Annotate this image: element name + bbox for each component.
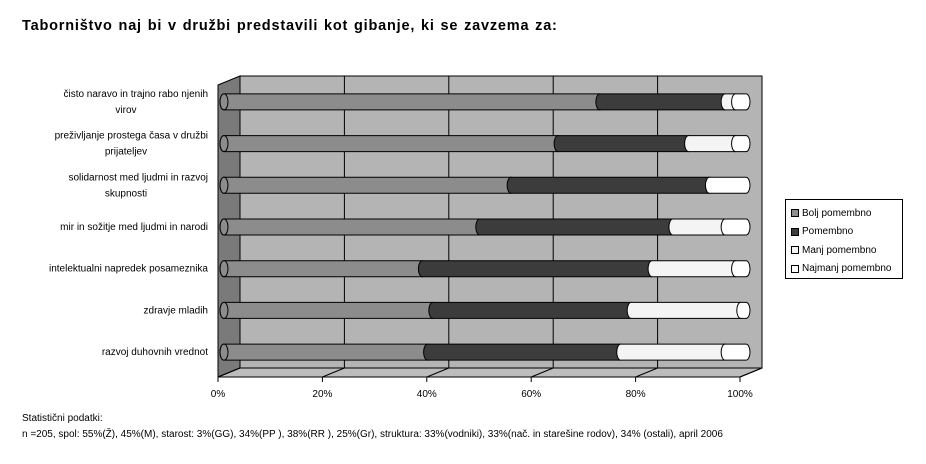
category-label: solidarnost med ljudmi in razvoj skupnost… [68,172,208,199]
category-label: razvoj duhovnih vrednot [102,347,208,358]
bar-segment [731,93,751,111]
bar-segment [705,176,751,194]
footer-heading: Statistični podatki: [22,413,103,424]
x-tick-label: 20% [312,389,332,400]
bar-segment [506,176,714,194]
bar-segment [595,93,730,111]
category-label: preživljanje prostega časa v družbi prija… [55,131,208,158]
bar-segment [423,343,626,361]
bar-segment [475,218,678,236]
bar-segment [616,343,730,361]
legend-item: Bolj pomembno [791,204,898,223]
x-tick-label: 60% [521,389,541,400]
floor [217,367,763,378]
legend-label: Pomembno [802,226,854,238]
legend-label: Manj pomembno [802,244,877,256]
legend-item: Manj pomembno [791,241,898,260]
floor-gridline [739,367,763,378]
legend-label: Bolj pomembno [802,207,872,219]
bar-cap [219,176,229,194]
bar-segment [219,218,485,236]
bar-segment [219,301,438,319]
bar-cap [219,260,229,278]
bar-segment [553,135,694,153]
bar-segment [731,135,751,153]
bar-segment [731,260,751,278]
floor-gridline [322,367,345,378]
legend-item: Najmanj pomembno [791,260,898,279]
legend-swatch [791,264,799,273]
category-label: intelektualni napredek posameznika [49,264,208,275]
floor-gridline [426,367,449,378]
bar-segment [219,260,427,278]
bar-segment [668,218,730,236]
floor-gridline [217,367,241,378]
x-tick-label: 40% [417,389,437,400]
legend: Bolj pomembno Pomembno Manj pomembno Naj… [785,199,903,279]
bar-cap [219,343,229,361]
legend-label: Najmanj pomembno [802,263,892,275]
legend-swatch [791,246,799,255]
bar-segment [720,218,751,236]
bar-segment [736,301,751,319]
category-label: mir in sožitje med ljudmi in narodi [60,222,208,233]
floor-gridline [531,367,554,378]
category-label: čisto naravo in trajno rabo njenih virov [63,89,208,116]
x-tick-label: 100% [727,389,753,400]
bar-cap [219,135,229,153]
floor-gridline [635,367,658,378]
legend-swatch [791,227,799,236]
bar-segment [219,135,563,153]
bar-segment [626,301,746,319]
category-label: zdravje mladih [144,305,208,316]
bar-cap [219,218,229,236]
bar-segment [647,260,741,278]
bar-segment [219,176,516,194]
chart-title: Taborništvo naj bi v družbi predstavili … [22,18,558,34]
bar-segment [417,260,657,278]
x-tick-label: 80% [626,389,646,400]
bar-cap [219,93,229,111]
footer-stats: n =205, spol: 55%(Ž), 45%(M), starost: 3… [22,429,723,440]
footer: Statistični podatki: n =205, spol: 55%(Ž… [22,411,723,443]
bar-segment [720,343,751,361]
legend-swatch [791,209,799,218]
legend-item: Pomembno [791,223,898,242]
bar-segment [428,301,636,319]
bar-segment [219,343,433,361]
bar-cap [219,301,229,319]
bar-segment [219,93,605,111]
x-tick-label: 0% [211,389,226,400]
